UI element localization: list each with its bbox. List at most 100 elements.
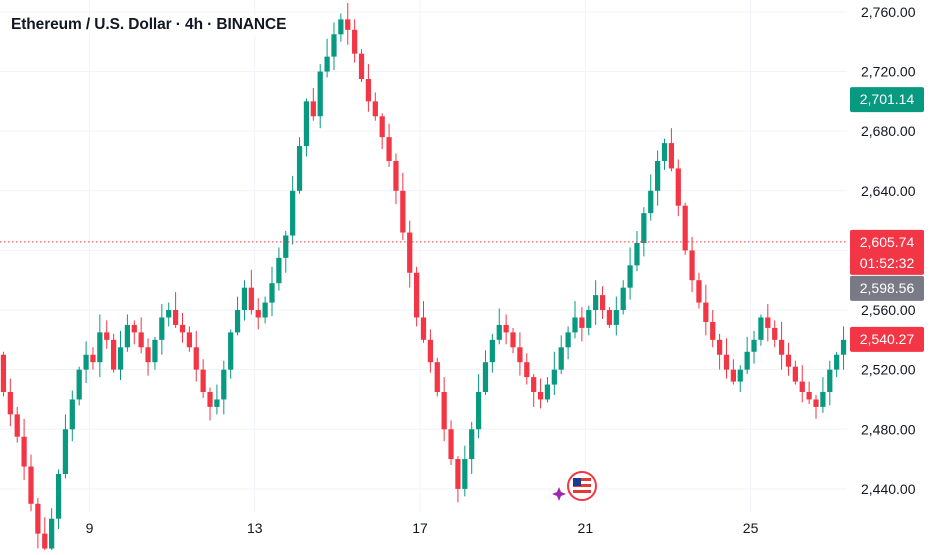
y-tick-label: 2,640.00 — [861, 183, 916, 199]
candle-body — [524, 362, 530, 378]
x-tick-label: 9 — [86, 520, 94, 536]
candle-body — [778, 339, 785, 355]
candle-body — [496, 324, 502, 340]
x-tick-label: 21 — [578, 520, 594, 536]
candle-body — [765, 317, 771, 328]
candle-body — [668, 143, 675, 169]
candle-body — [434, 362, 440, 393]
candle-body — [613, 310, 619, 325]
candle-body — [241, 287, 248, 311]
candle-body — [703, 302, 709, 322]
candle-body — [283, 235, 289, 258]
y-tick-label: 2,520.00 — [861, 362, 916, 378]
candle-body — [234, 310, 241, 333]
candle-body — [648, 190, 654, 214]
candle-body — [35, 503, 41, 534]
candle-body — [152, 339, 158, 363]
candle-body — [200, 369, 206, 393]
candle-body — [565, 332, 571, 348]
candle-body — [393, 160, 399, 191]
candle-body — [469, 429, 475, 460]
y-tick-label: 2,480.00 — [861, 421, 916, 437]
y-tick-label: 2,680.00 — [861, 123, 916, 139]
candle-body — [386, 137, 392, 161]
chart-title: Ethereum / U.S. Dollar · 4h · BINANCE — [8, 15, 290, 35]
candle-body — [758, 317, 764, 340]
candle-body — [723, 354, 730, 370]
candle-body — [317, 71, 323, 117]
candle-body — [400, 190, 406, 233]
candle-body — [696, 280, 702, 303]
candle-body — [69, 399, 75, 430]
candle-body — [372, 101, 378, 117]
candle-body — [310, 101, 316, 117]
candle-body — [675, 168, 681, 206]
price-labels: 2,701.14 2,605.74 01:52:32 2,598.56 2,540.27 — [850, 87, 924, 352]
candle-body — [572, 317, 578, 333]
candle-body — [634, 242, 640, 266]
flag-icon[interactable] — [567, 471, 597, 501]
candle-body — [179, 324, 186, 333]
candle-body — [345, 19, 351, 30]
candle-body — [517, 347, 523, 363]
candle-body — [448, 429, 454, 460]
candle-body — [475, 392, 482, 430]
candle-body — [7, 392, 13, 415]
entry-price-label: 2,598.56 — [860, 280, 915, 296]
last-price-label-bg — [850, 229, 924, 275]
candle-body — [358, 53, 365, 79]
y-tick-label: 2,560.00 — [861, 302, 916, 318]
stop-price-label: 2,540.27 — [860, 331, 915, 347]
candle-body — [276, 257, 282, 284]
x-tick-label: 25 — [743, 520, 759, 536]
candle-body — [682, 205, 688, 251]
candle-body — [716, 339, 723, 355]
candle-body — [689, 250, 695, 281]
candle-body — [207, 392, 213, 407]
candle-body — [255, 310, 261, 318]
candle-body — [655, 160, 661, 191]
candle-body — [117, 347, 124, 370]
candle-body — [166, 310, 172, 318]
candle-body — [21, 436, 27, 467]
candle-body — [111, 339, 117, 370]
time-axis[interactable]: 9 13 17 21 25 — [86, 520, 759, 536]
entry-price-label-bg — [850, 275, 924, 301]
events-logo[interactable] — [552, 471, 597, 501]
candle-body — [799, 381, 805, 393]
candle-layer — [0, 2, 847, 555]
candle-body — [482, 362, 489, 393]
candle-body — [55, 473, 62, 519]
candle-body — [503, 324, 509, 333]
x-tick-label: 17 — [412, 520, 428, 536]
candle-body — [413, 272, 420, 318]
candle-body — [83, 354, 89, 370]
candle-body — [0, 354, 7, 393]
price-axis[interactable]: 2,440.002,480.002,520.002,560.002,600.00… — [861, 4, 916, 497]
last-price-label: 2,605.74 — [860, 234, 915, 250]
y-tick-label: 2,760.00 — [861, 4, 916, 20]
sparkle-icon — [552, 487, 566, 501]
candle-body — [131, 324, 137, 333]
candle-body — [296, 146, 303, 191]
candle-body — [290, 190, 296, 236]
candle-body — [751, 339, 757, 352]
candle-body — [806, 392, 812, 400]
candle-body — [489, 339, 495, 363]
candle-body — [352, 29, 358, 54]
candle-body — [62, 429, 69, 474]
candle-body — [606, 310, 613, 325]
stop-price-label-bg — [850, 326, 924, 352]
candle-body — [49, 518, 55, 549]
candle-body — [379, 116, 385, 138]
candle-body — [744, 351, 750, 370]
candle-body — [834, 354, 840, 370]
x-tick-label: 13 — [247, 520, 263, 536]
y-tick-label: 2,720.00 — [861, 64, 916, 80]
candle-body — [661, 143, 668, 161]
candle-body — [579, 317, 585, 328]
candle-body — [510, 332, 516, 348]
candle-body — [331, 34, 337, 57]
